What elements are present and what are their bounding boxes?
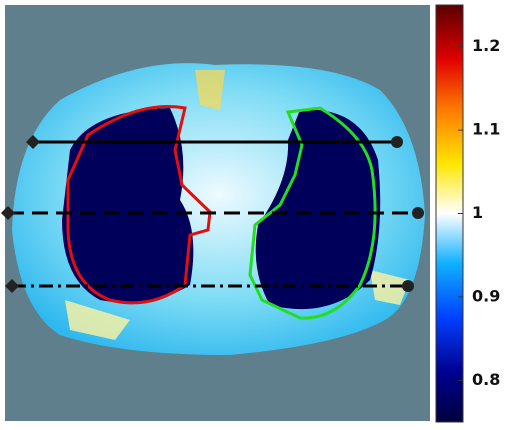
colorbar-tick-label: 1.1 [472,120,500,139]
colorbar-ticks: 0.8 0.9 1 1.1 1.2 [458,36,500,389]
marker [5,279,19,293]
marker [391,136,403,148]
colorbar-tick-label: 0.9 [472,286,500,305]
colorbar-tick-label: 0.8 [472,370,500,389]
hot-spot [195,70,225,110]
marker [412,207,424,219]
left-lung [62,108,194,303]
marker [402,280,414,292]
image-panel [1,5,430,421]
colorbar-tick-label: 1 [472,203,483,222]
colorbar-tick-label: 1.2 [472,36,500,55]
left-contour [66,105,212,305]
marker [1,206,15,220]
right-lung [255,109,381,310]
right-contour [248,106,377,320]
marker [26,135,40,149]
hot-spot [65,300,130,340]
